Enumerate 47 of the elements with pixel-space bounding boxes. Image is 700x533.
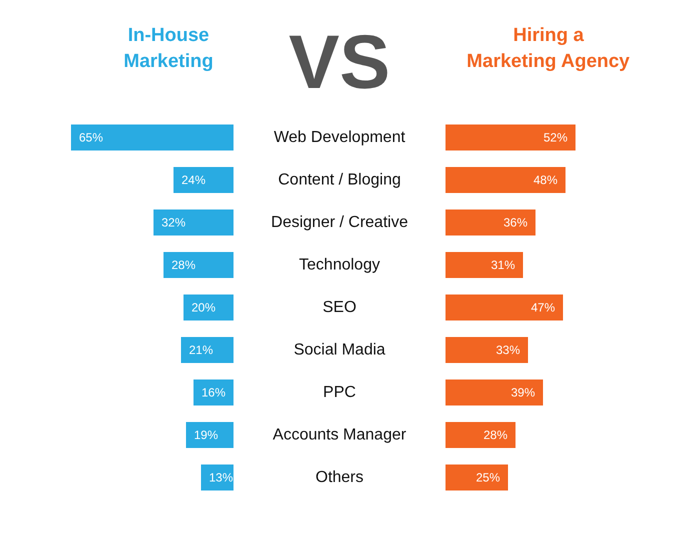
bar (184, 294, 234, 320)
bar (186, 422, 234, 448)
data-label: 32% (161, 216, 186, 230)
bar (446, 464, 508, 490)
bar (446, 422, 516, 448)
chart-title: VS (288, 20, 390, 105)
data-label: 21% (188, 343, 214, 357)
data-label: 65% (78, 130, 104, 144)
data-label: 13% (208, 470, 234, 484)
bar (164, 252, 234, 278)
bar (194, 380, 234, 406)
bar (446, 380, 543, 406)
bar (446, 124, 576, 150)
y-tick-label: Technology (299, 256, 380, 274)
data-label: 25% (476, 470, 500, 484)
text: In-House Marketing (124, 24, 214, 72)
bar (154, 210, 234, 236)
y-tick-label: Accounts Manager (272, 426, 407, 444)
data-label: 28% (171, 258, 196, 272)
text: Hiring a Marketing Agency (466, 24, 630, 72)
bar (181, 337, 234, 363)
bar (446, 337, 528, 363)
y-tick-label: PPC (323, 384, 356, 401)
y-tick-label: Designer / Creative (271, 214, 408, 231)
y-tick-label: Social Madia (294, 342, 386, 358)
data-label: 19% (194, 428, 218, 442)
data-label: 33% (496, 343, 520, 357)
y-tick-label: Content / Bloging (278, 172, 401, 188)
y-tick-label: Web Development (274, 129, 406, 146)
data-label: 48% (533, 173, 558, 187)
bar (446, 210, 536, 236)
data-label: 39% (510, 386, 536, 400)
data-label: 28% (483, 428, 508, 442)
bar (446, 252, 523, 278)
data-label: 52% (543, 130, 568, 144)
bar (71, 124, 234, 150)
data-label: 24% (181, 173, 206, 187)
data-label: 20% (191, 300, 216, 314)
bar (446, 294, 563, 320)
y-tick-label: Others (315, 469, 364, 486)
bar (174, 167, 234, 193)
data-label: 31% (490, 258, 516, 272)
data-label: 16% (201, 386, 226, 400)
data-label: 47% (530, 300, 556, 314)
y-tick-label: SEO (322, 299, 356, 316)
bar (446, 167, 566, 193)
data-label: 36% (503, 216, 528, 230)
